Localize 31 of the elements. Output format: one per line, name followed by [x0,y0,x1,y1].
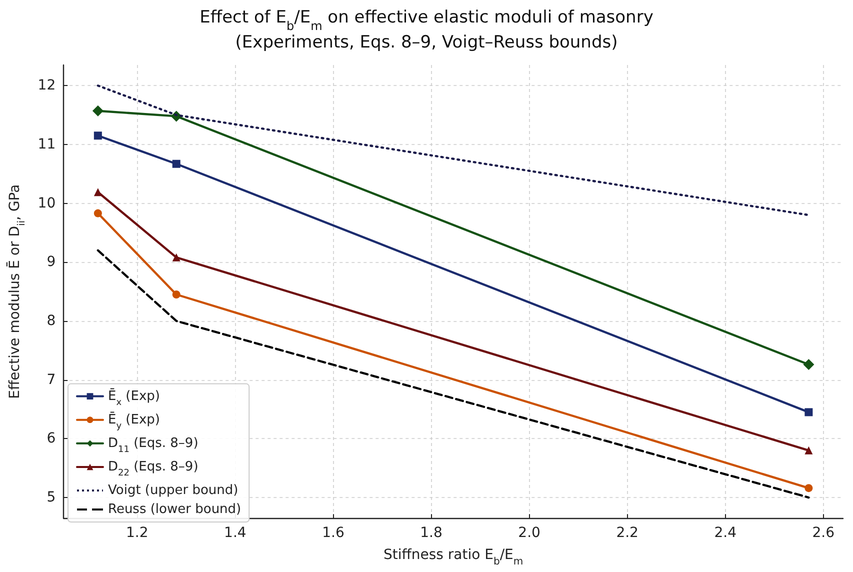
x-tick-label: 1.4 [224,525,246,542]
y-tick-label: 8 [46,312,56,329]
point [172,290,180,298]
x-tick-label: 2.6 [812,525,835,542]
x-tick-label: 2.0 [518,525,540,542]
point [94,209,102,218]
point [804,408,813,416]
x-tick-label: 1.8 [420,525,442,542]
point [94,188,102,196]
chart-subtitle: (Experiments, Eqs. 8–9, Voigt–Reuss bounds) [235,32,618,52]
point [803,359,814,370]
point [94,132,102,140]
legend-label: Voigt (upper bound) [108,483,238,498]
point [804,484,813,492]
y-tick-label: 5 [46,490,56,506]
y-tick-label: 7 [46,372,56,388]
x-tick-label: 2.4 [714,525,737,542]
x-tick-label: 2.2 [616,525,638,542]
y-tick-label: 10 [38,195,56,212]
point [92,105,104,116]
legend-label: Reuss (lower bound) [108,502,242,517]
y-tick-label: 12 [38,78,56,94]
point [804,446,813,454]
y-tick-label: 9 [46,254,56,270]
x-tick-label: 1.6 [322,525,344,542]
y-tick-label: 6 [46,430,56,447]
point [172,160,180,168]
x-tick-label: 1.2 [126,525,148,542]
y-axis-title: Effective modulus Ē or Dii, GPa [6,184,28,399]
y-tick-label: 11 [38,136,56,152]
point [172,253,180,262]
